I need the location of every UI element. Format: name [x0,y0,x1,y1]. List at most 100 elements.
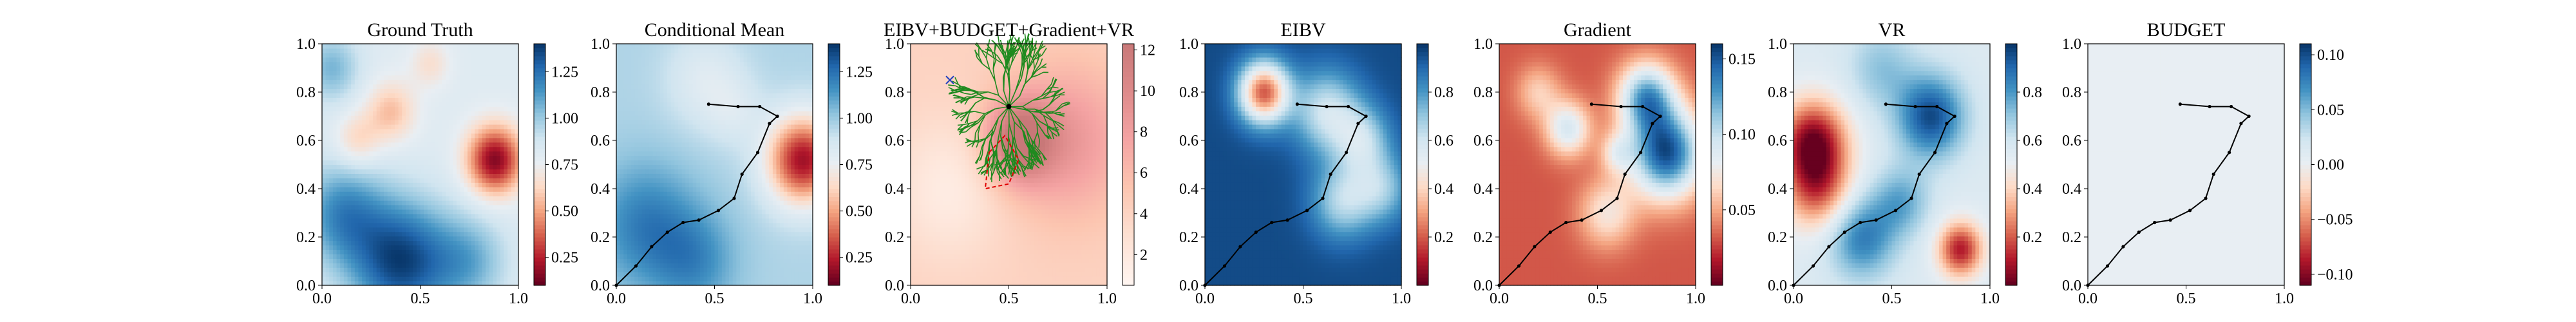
heatmap-cell [395,267,399,272]
heatmap-cell [362,182,366,187]
heatmap-cell [348,57,352,62]
heatmap-cell [747,182,751,187]
heatmap-cell [450,249,453,254]
heatmap-cell [733,214,737,219]
heatmap-cell [507,88,511,93]
heatmap-cell [431,218,435,223]
heatmap-cell [489,249,493,254]
heatmap-cell [413,200,417,205]
heatmap-cell [729,115,733,120]
heatmap-cell [439,276,442,281]
heatmap-cell [700,120,704,125]
heatmap-cell [421,272,424,277]
heatmap-cell [689,187,693,192]
heatmap-cell [384,93,388,98]
heatmap-cell [736,133,740,138]
heatmap-cell [704,276,708,281]
heatmap-cell [384,178,388,183]
heatmap-cell [457,178,460,183]
heatmap-cell [674,53,678,58]
heatmap-cell [704,71,708,76]
heatmap-cell [377,124,381,129]
heatmap-cell [373,84,377,90]
heatmap-cell [410,124,413,129]
heatmap-cell [685,232,689,237]
heatmap-cell [696,200,700,205]
heatmap-cell [453,102,457,107]
heatmap-cell [442,115,446,120]
heatmap-cell [333,133,337,138]
heatmap-cell [482,124,486,129]
heatmap-cell [377,214,381,219]
heatmap-cell [623,106,627,111]
heatmap-cell [715,156,719,161]
heatmap-cell [402,258,406,263]
heatmap-cell [471,57,475,62]
heatmap-cell [696,115,700,120]
heatmap-cell [435,106,439,111]
heatmap-cell [718,71,722,76]
heatmap-cell [707,160,711,166]
heatmap-cell [729,223,733,228]
heatmap-cell [468,232,471,237]
heatmap-cell [711,80,715,85]
heatmap-cell [689,53,693,58]
heatmap-cell [736,111,740,116]
heatmap-cell [616,160,620,166]
heatmap-cell [722,263,726,268]
heatmap-cell [442,241,446,246]
heatmap-cell [340,276,344,281]
heatmap-cell [377,53,381,58]
heatmap-cell [348,124,352,129]
heatmap-cell [634,245,638,251]
heatmap-cell [431,84,435,90]
heatmap-cell [682,93,686,98]
heatmap-cell [482,53,486,58]
colorbar-segment [534,225,545,229]
heatmap-cell [475,71,478,76]
heatmap-cell [373,129,377,134]
heatmap-cell [329,227,333,232]
heatmap-cell [663,71,667,76]
heatmap-cell [329,169,333,174]
heatmap-cell [410,232,413,237]
heatmap-cell [366,209,370,214]
heatmap-cell [747,138,751,143]
heatmap-cell [391,178,395,183]
heatmap-cell [366,44,370,49]
heatmap-cell [678,124,682,129]
heatmap-cell [504,102,507,107]
heatmap-cell [700,182,704,187]
heatmap-cell [660,147,664,152]
heatmap-cell [424,88,428,93]
heatmap-cell [740,93,744,98]
heatmap-cell [711,115,715,120]
heatmap-cell [380,205,384,210]
heatmap-cell [744,129,748,134]
heatmap-cell [652,178,656,183]
heatmap-cell [384,169,388,174]
heatmap-cell [450,232,453,237]
colorbar: 0.250.500.751.001.25 [534,44,578,286]
heatmap-cell [649,111,653,116]
heatmap-cell [322,272,326,277]
heatmap-cell [660,133,664,138]
heatmap-cell [326,53,330,58]
heatmap-cell [500,263,504,268]
heatmap-cell [475,169,478,174]
heatmap-cell [431,272,435,277]
heatmap-cell [366,263,370,268]
heatmap-cell [322,178,326,183]
heatmap-cell [493,111,497,116]
heatmap-cell [340,178,344,183]
heatmap-cell [685,223,689,228]
heatmap-cell [478,129,482,134]
heatmap-cell [326,214,330,219]
heatmap-cell [410,138,413,143]
heatmap-cell [329,258,333,263]
heatmap-cell [366,111,370,116]
heatmap-cell [344,272,348,277]
heatmap-cell [671,53,675,58]
heatmap-cell [733,205,737,210]
heatmap-cell [457,254,460,259]
